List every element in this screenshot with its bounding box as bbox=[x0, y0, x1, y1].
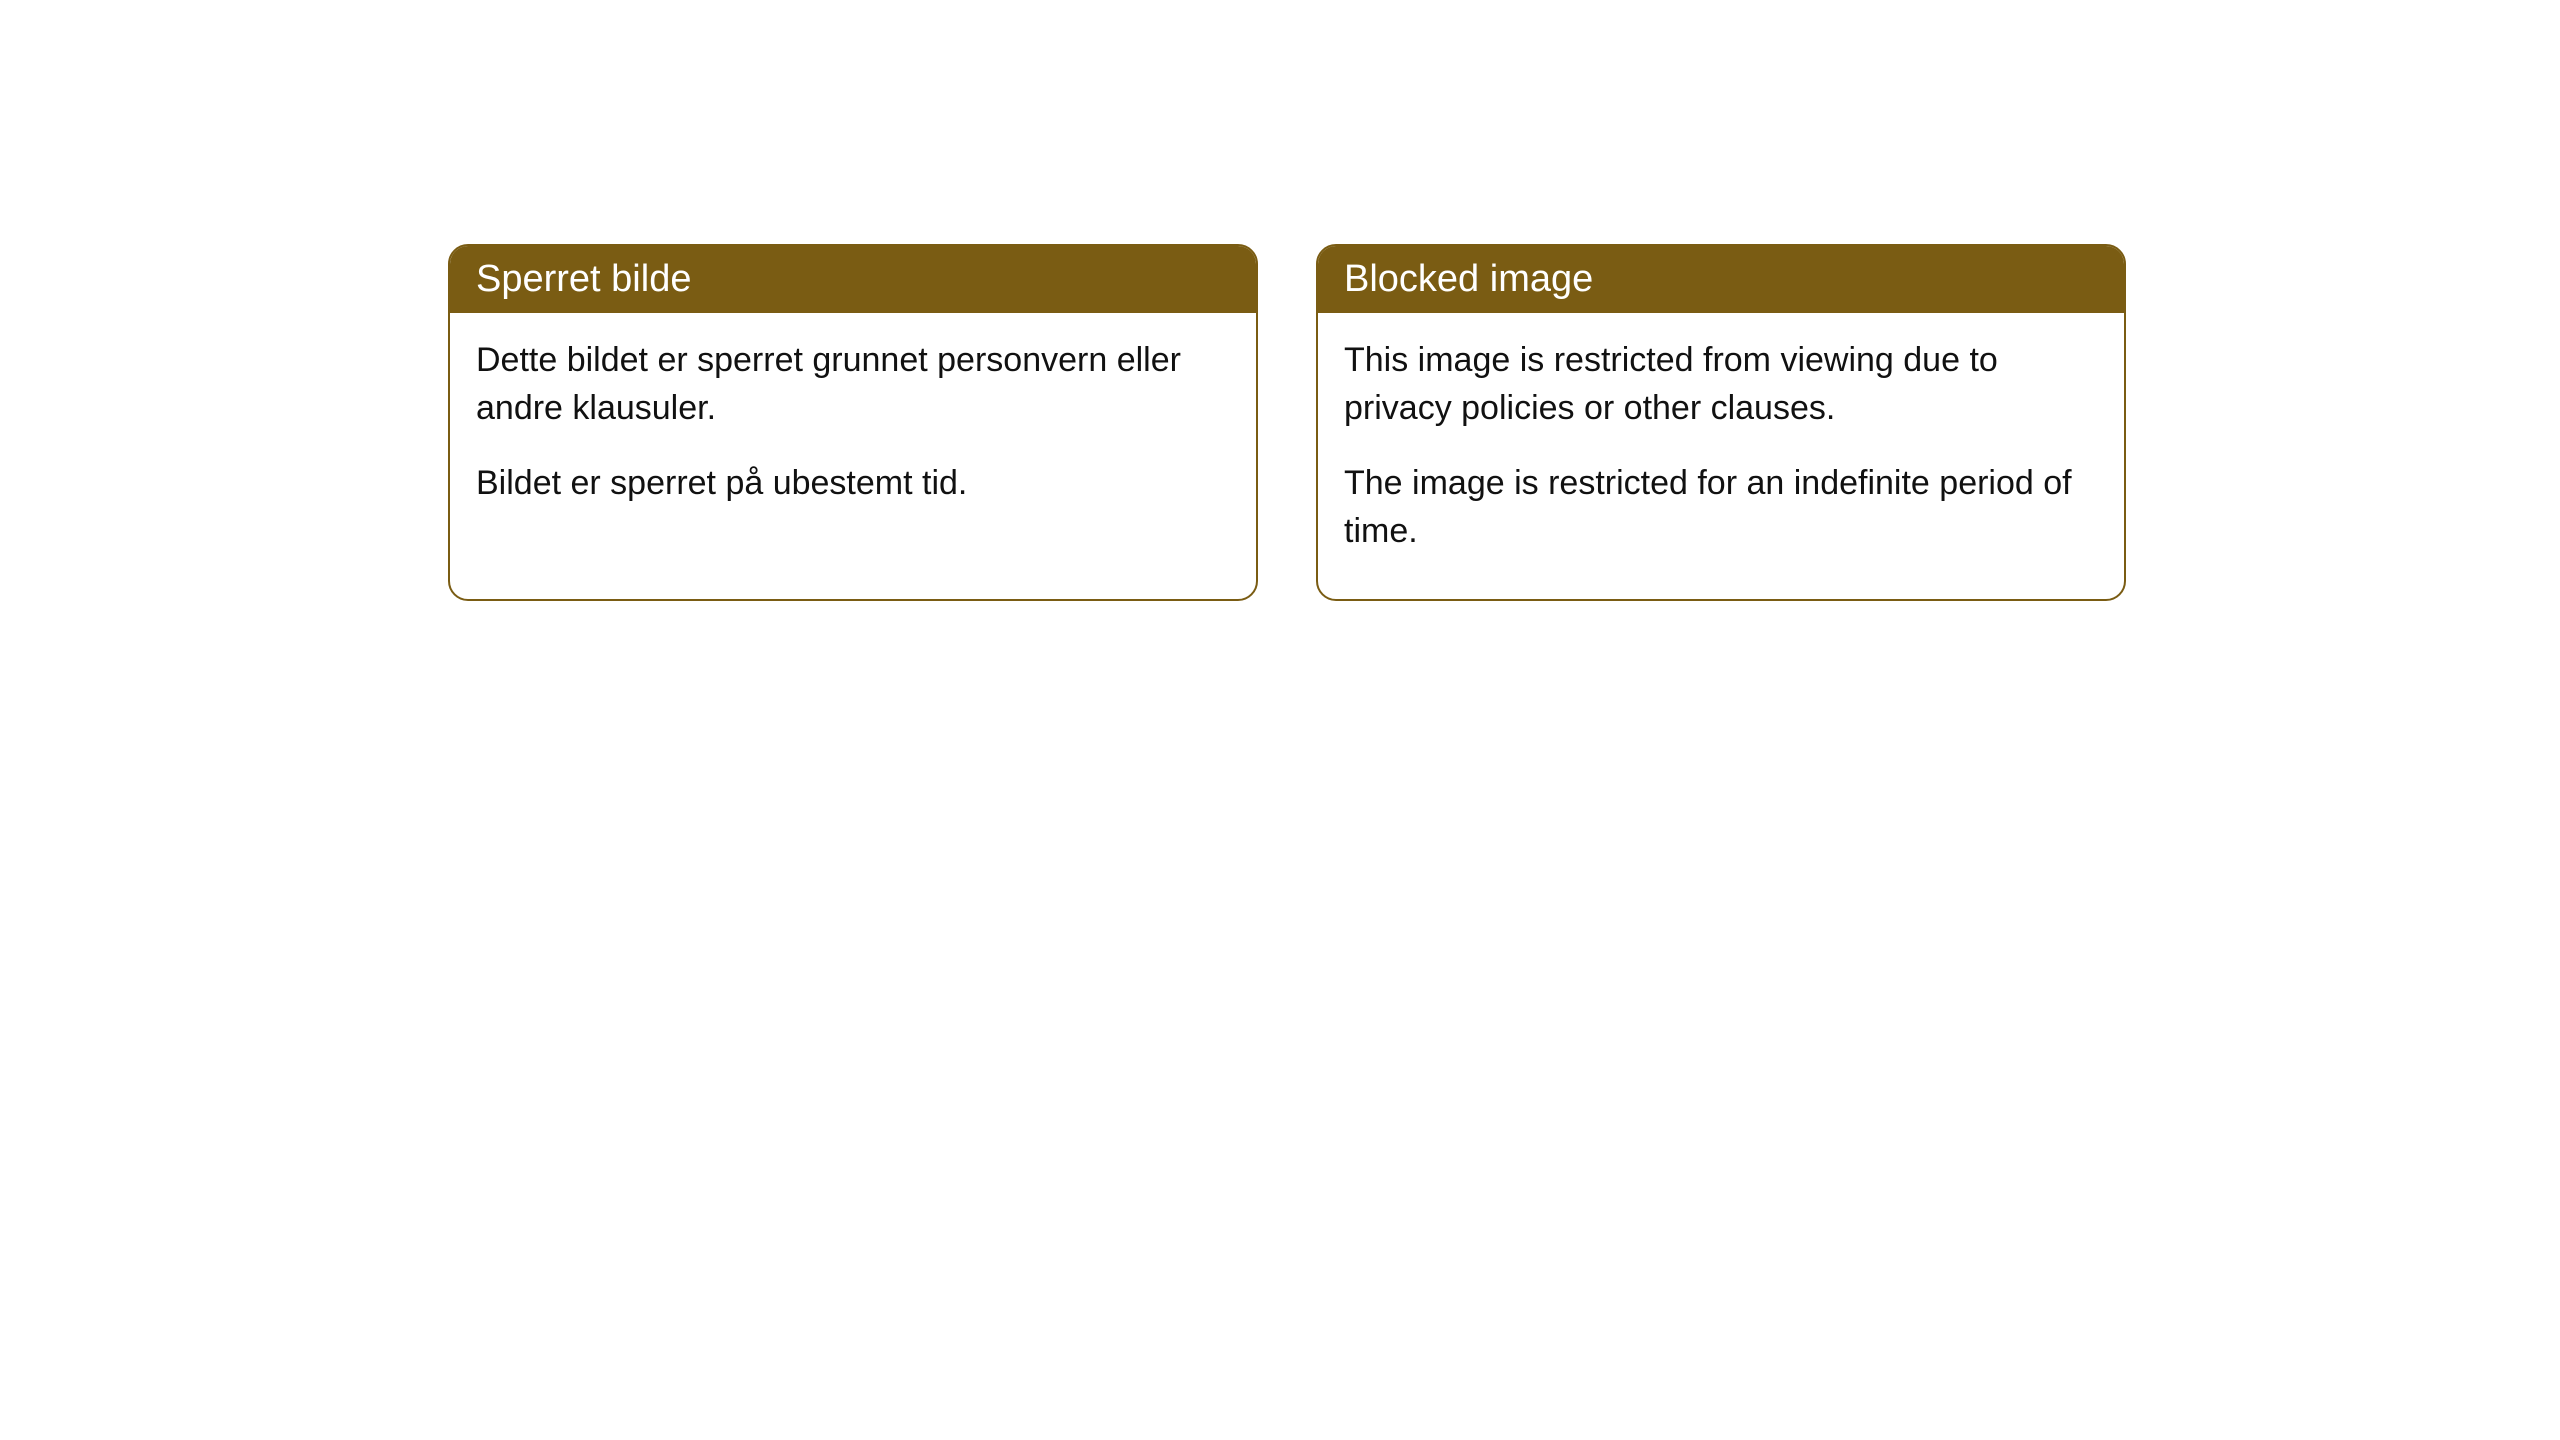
card-paragraph: Dette bildet er sperret grunnet personve… bbox=[476, 337, 1230, 432]
card-paragraph: This image is restricted from viewing du… bbox=[1344, 337, 2098, 432]
notice-card-norwegian: Sperret bilde Dette bildet er sperret gr… bbox=[448, 244, 1258, 601]
card-paragraph: The image is restricted for an indefinit… bbox=[1344, 460, 2098, 555]
card-title: Sperret bilde bbox=[476, 258, 691, 300]
card-body: Dette bildet er sperret grunnet personve… bbox=[450, 313, 1256, 552]
card-paragraph: Bildet er sperret på ubestemt tid. bbox=[476, 460, 1230, 508]
card-body: This image is restricted from viewing du… bbox=[1318, 313, 2124, 599]
card-title: Blocked image bbox=[1344, 258, 1593, 300]
card-header: Sperret bilde bbox=[450, 246, 1256, 313]
notice-cards-container: Sperret bilde Dette bildet er sperret gr… bbox=[448, 244, 2126, 601]
notice-card-english: Blocked image This image is restricted f… bbox=[1316, 244, 2126, 601]
card-header: Blocked image bbox=[1318, 246, 2124, 313]
